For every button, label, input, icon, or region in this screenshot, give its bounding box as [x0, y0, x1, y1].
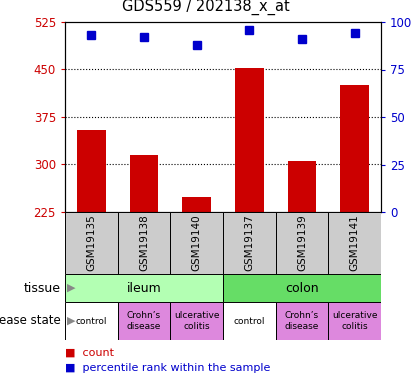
Text: ■  count: ■ count [65, 347, 114, 357]
Bar [118, 212, 170, 274]
Bar [223, 302, 276, 340]
Text: ileum: ileum [127, 282, 162, 294]
Text: ulcerative
colitis: ulcerative colitis [332, 311, 377, 331]
Text: colon: colon [285, 282, 319, 294]
Bar [65, 274, 223, 302]
Bar [276, 302, 328, 340]
Text: GSM19141: GSM19141 [350, 214, 360, 272]
Text: GSM19138: GSM19138 [139, 214, 149, 272]
Text: ulcerative
colitis: ulcerative colitis [174, 311, 219, 331]
Bar [118, 302, 170, 340]
Bar [129, 155, 159, 212]
Text: ▶: ▶ [67, 283, 76, 293]
Bar [170, 302, 223, 340]
Bar [340, 86, 369, 212]
Text: control: control [233, 316, 265, 326]
Bar [223, 212, 276, 274]
Bar [65, 212, 118, 274]
Bar [170, 212, 223, 274]
Text: tissue: tissue [24, 282, 61, 294]
Text: ▶: ▶ [67, 316, 76, 326]
Bar [235, 68, 264, 212]
Bar [182, 197, 211, 212]
Text: GSM19135: GSM19135 [86, 214, 96, 272]
Bar [328, 212, 381, 274]
Bar [65, 302, 118, 340]
Text: Crohn’s
disease: Crohn’s disease [127, 311, 161, 331]
Text: GSM19137: GSM19137 [244, 214, 254, 272]
Text: Crohn’s
disease: Crohn’s disease [285, 311, 319, 331]
Bar [77, 130, 106, 212]
Bar [328, 302, 381, 340]
Bar [288, 161, 316, 212]
Text: GSM19140: GSM19140 [192, 214, 202, 272]
Text: disease state: disease state [0, 315, 61, 327]
Text: control: control [76, 316, 107, 326]
Text: GSM19139: GSM19139 [297, 214, 307, 272]
Text: GDS559 / 202138_x_at: GDS559 / 202138_x_at [122, 0, 289, 15]
Bar [223, 274, 381, 302]
Text: ■  percentile rank within the sample: ■ percentile rank within the sample [65, 363, 270, 373]
Bar [276, 212, 328, 274]
